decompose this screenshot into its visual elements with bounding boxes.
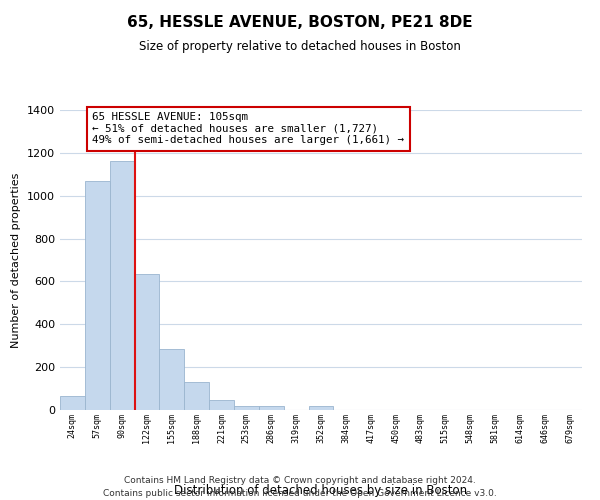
Bar: [134, 274, 160, 410]
Text: Contains HM Land Registry data © Crown copyright and database right 2024.: Contains HM Land Registry data © Crown c…: [124, 476, 476, 485]
Bar: [209, 400, 234, 410]
Bar: [160, 349, 184, 410]
Text: 65 HESSLE AVENUE: 105sqm
← 51% of detached houses are smaller (1,727)
49% of sem: 65 HESSLE AVENUE: 105sqm ← 51% of detach…: [92, 112, 404, 146]
Bar: [110, 162, 134, 410]
Bar: [60, 396, 85, 410]
Bar: [234, 406, 259, 410]
Bar: [308, 406, 334, 410]
Text: Size of property relative to detached houses in Boston: Size of property relative to detached ho…: [139, 40, 461, 53]
Bar: [85, 180, 110, 410]
Text: Contains public sector information licensed under the Open Government Licence v3: Contains public sector information licen…: [103, 488, 497, 498]
X-axis label: Distribution of detached houses by size in Boston: Distribution of detached houses by size …: [175, 484, 467, 498]
Text: 65, HESSLE AVENUE, BOSTON, PE21 8DE: 65, HESSLE AVENUE, BOSTON, PE21 8DE: [127, 15, 473, 30]
Bar: [184, 382, 209, 410]
Y-axis label: Number of detached properties: Number of detached properties: [11, 172, 22, 348]
Bar: [259, 406, 284, 410]
